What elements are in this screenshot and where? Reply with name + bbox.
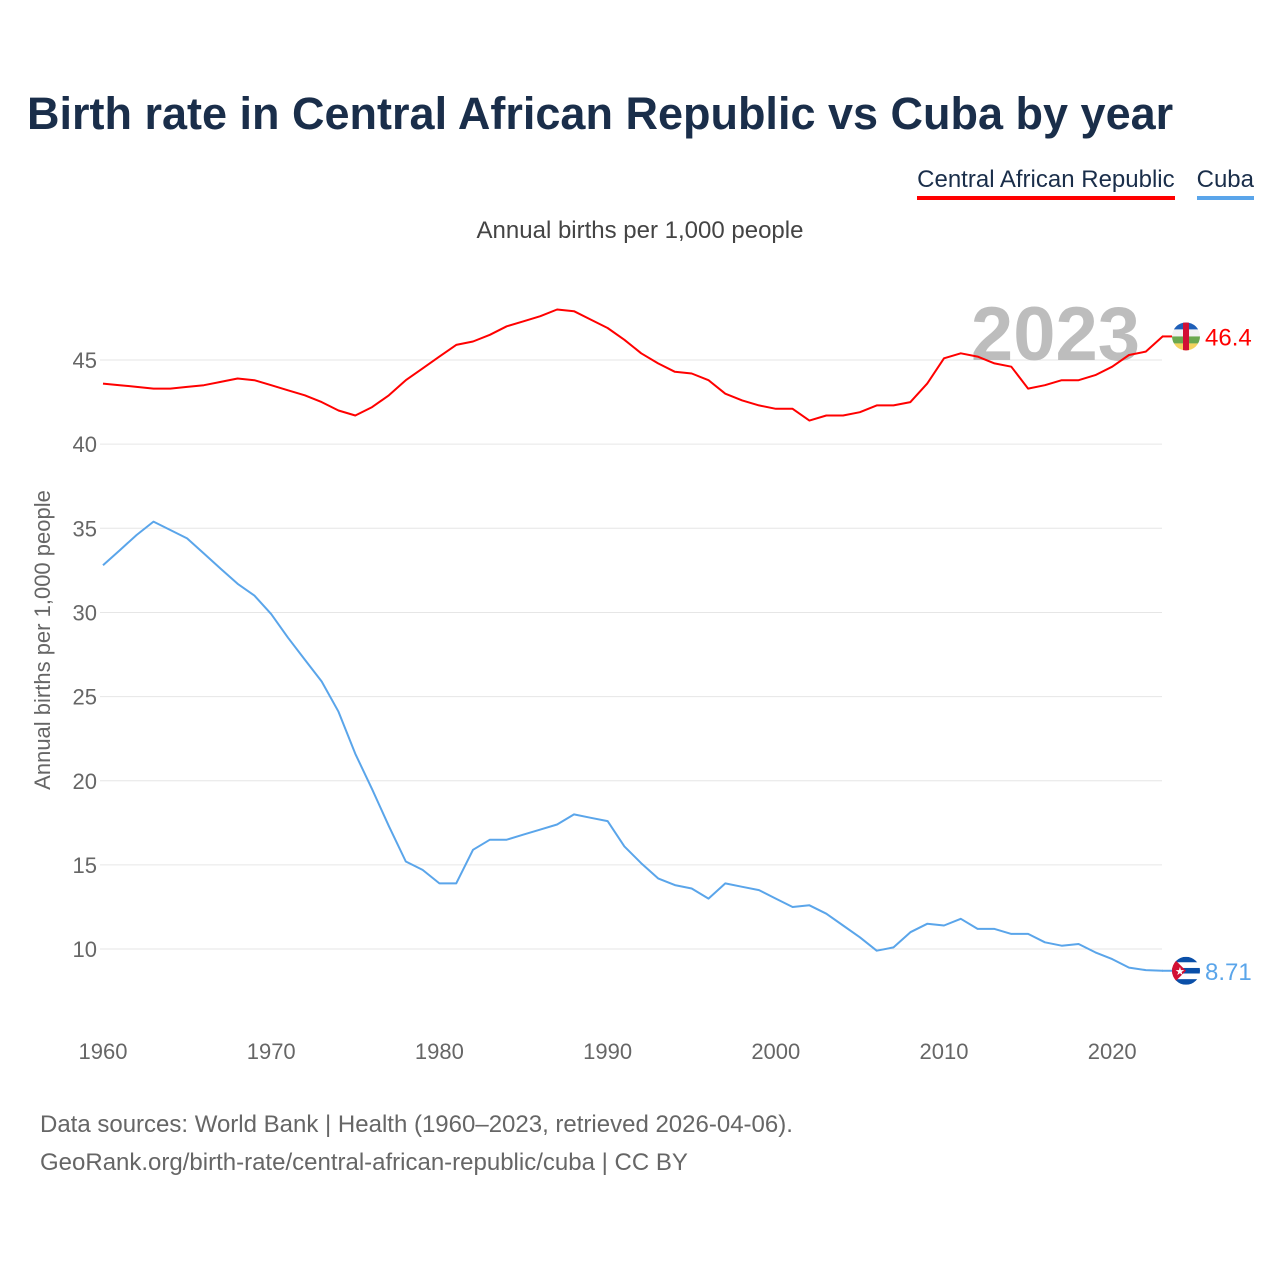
y-axis-label: Annual births per 1,000 people (30, 490, 55, 790)
y-tick-label: 45 (73, 348, 97, 373)
end-value-label: 46.4 (1205, 324, 1252, 351)
series-line-cuba (102, 520, 1163, 972)
y-tick-label: 15 (73, 853, 97, 878)
flag-cuba-icon (1172, 973, 1200, 980)
legend-item-central-african-republic[interactable]: Central African Republic (917, 166, 1175, 200)
y-tick-label: 30 (73, 600, 97, 625)
chart-title: Birth rate in Central African Republic v… (27, 88, 1174, 139)
x-tick-label: 1990 (583, 1039, 632, 1064)
year-overlay: 2023 (971, 292, 1140, 377)
x-tick-label: 1960 (79, 1039, 128, 1064)
flag-cuba-icon (1172, 979, 1200, 985)
x-tick-label: 1980 (415, 1039, 464, 1064)
x-tick-label: 1970 (247, 1039, 296, 1064)
flag-cuba-icon (1172, 956, 1186, 985)
y-tick-label: 40 (73, 432, 97, 457)
y-tick-label: 10 (73, 937, 97, 962)
x-tick-label: 2020 (1088, 1039, 1137, 1064)
source-line: Data sources: World Bank | Health (1960–… (40, 1111, 793, 1138)
source-url[interactable]: GeoRank.org/birth-rate/central-african-r… (40, 1149, 688, 1176)
x-tick-label: 2010 (920, 1039, 969, 1064)
chart-subtitle: Annual births per 1,000 people (476, 217, 804, 244)
flag-cuba-icon (1172, 956, 1200, 963)
series-line-central-african-republic (102, 308, 1164, 422)
y-tick-label: 35 (73, 516, 97, 541)
x-tick-label: 2000 (751, 1039, 800, 1064)
y-tick-label: 20 (73, 769, 97, 794)
y-tick-label: 25 (73, 685, 97, 710)
flag-cuba-star-icon: ★ (1175, 966, 1185, 978)
flag-cuba-icon (1172, 962, 1200, 968)
flag-car-icon (1183, 322, 1189, 351)
source-note: Data sources: World Bank | Health (1960–… (40, 1106, 793, 1182)
legend-item-cuba[interactable]: Cuba (1196, 166, 1254, 200)
end-value-label: 8.71 (1205, 959, 1252, 986)
legend: Central African Republic Cuba (917, 166, 1254, 200)
